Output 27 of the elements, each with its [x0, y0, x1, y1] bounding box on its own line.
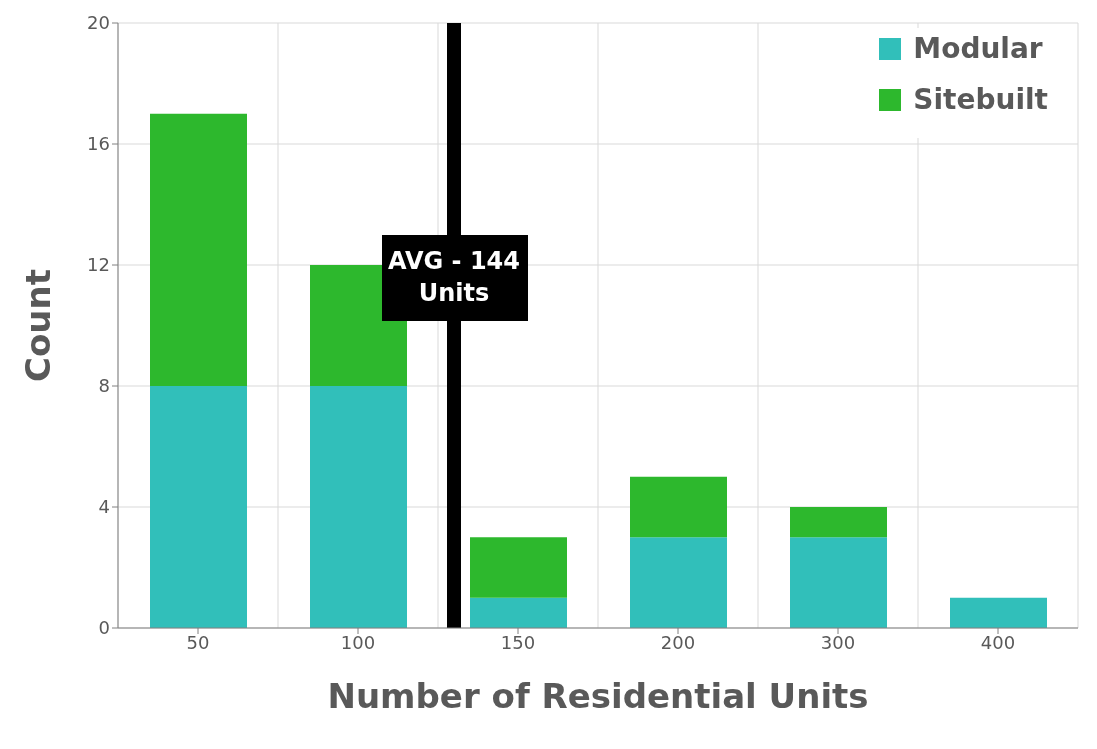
bar [310, 386, 407, 628]
y-tick-label: 4 [98, 496, 110, 518]
legend-label: Sitebuilt [912, 83, 1048, 116]
x-axis-title: Number of Residential Units [327, 676, 869, 716]
x-tick-label: 150 [500, 631, 536, 653]
bar [470, 597, 567, 628]
bar [790, 507, 887, 538]
bar [150, 113, 247, 386]
bar [470, 537, 567, 598]
bar [950, 597, 1047, 628]
bar [790, 537, 887, 628]
x-tick-label: 300 [820, 631, 856, 653]
y-tick-label: 16 [87, 133, 110, 155]
legend-label: Modular [912, 32, 1044, 65]
y-tick-label: 12 [87, 254, 110, 276]
x-tick-label: 100 [340, 631, 376, 653]
x-tick-label: 400 [980, 631, 1016, 653]
y-tick-label: 8 [98, 375, 110, 397]
x-tick-label: 50 [186, 631, 210, 653]
bar [150, 386, 247, 628]
y-tick-label: 0 [98, 617, 110, 639]
y-tick-label: 20 [87, 12, 110, 34]
bar [630, 537, 727, 628]
y-axis-title: Count [18, 269, 59, 382]
x-tick-label: 200 [660, 631, 696, 653]
ref-line-label: AVG - 144 Units [388, 247, 520, 307]
bar [630, 476, 727, 538]
